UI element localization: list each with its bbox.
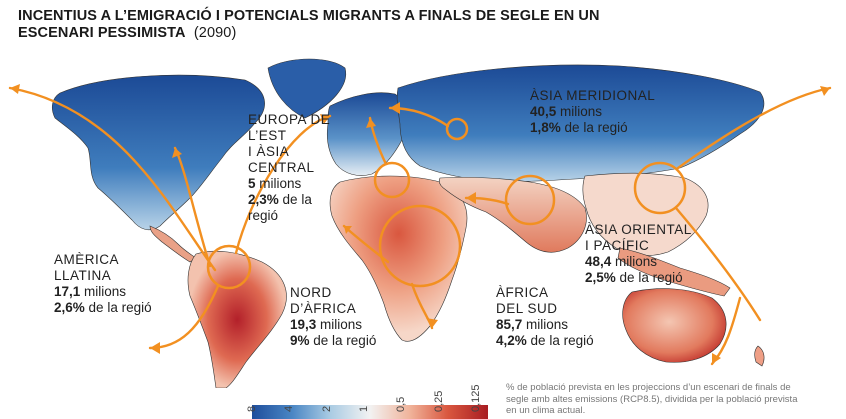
region-name: ÀSIA ORIENTAL — [585, 222, 692, 237]
region-pct: 4,2% — [496, 333, 527, 348]
region-migrants-unit: milions — [84, 284, 127, 299]
south-america — [187, 250, 287, 388]
scale-tick-label: 4 — [283, 405, 296, 412]
legend-note: % de població prevista en les projeccion… — [506, 382, 798, 416]
region-pct-suffix: de la regió — [313, 333, 377, 348]
region-name: CENTRAL — [248, 160, 315, 175]
region-migrants: 19,3 — [290, 317, 317, 332]
region-pct: 9% — [290, 333, 310, 348]
region-migrants: 40,5 — [530, 104, 557, 119]
label-asia-oriental: ÀSIA ORIENTAL I PACÍFIC 48,4 milions 2,5… — [585, 222, 692, 286]
region-name: I ÀSIA — [248, 144, 290, 159]
region-pct: 1,8% — [530, 120, 561, 135]
circle-asia-meridional — [504, 174, 556, 226]
region-pct-suffix: de la regió — [88, 300, 152, 315]
arrowhead-1 — [10, 84, 20, 94]
label-nord-africa: NORD D’ÀFRICA 19,3 milions 9% de la regi… — [290, 285, 376, 349]
scale-tick-label: 0,125 — [470, 384, 482, 412]
label-asia-meridional: ÀSIA MERIDIONAL 40,5 milions 1,8% de la … — [530, 88, 655, 136]
region-name: AMÈRICA — [54, 252, 120, 267]
arrowhead-8 — [390, 102, 400, 114]
arrowhead-10 — [820, 86, 830, 96]
region-migrants-unit: milions — [560, 104, 603, 119]
label-europa: EUROPA DE L’EST I ÀSIA CENTRAL 5 milions… — [248, 112, 330, 224]
arrowhead-7 — [366, 118, 376, 128]
scale-tick-label: 8 — [246, 405, 258, 412]
arrow-america-north-2 — [173, 146, 212, 268]
circle-america — [206, 244, 252, 290]
arrow-america-north-1 — [8, 86, 217, 272]
world-map — [8, 58, 832, 388]
region-pct-suffix: de la regió — [564, 120, 628, 135]
europe — [326, 92, 409, 176]
region-name: I PACÍFIC — [585, 238, 650, 253]
north-america — [51, 74, 265, 231]
arrow-asia-oriental-south — [674, 206, 762, 322]
circle-europa — [445, 117, 469, 141]
region-pct: 2,3% — [248, 192, 279, 207]
circle-africa-sud — [378, 204, 462, 288]
arrowhead-9 — [466, 192, 476, 204]
region-migrants: 17,1 — [54, 284, 81, 299]
greenland — [267, 58, 347, 119]
region-migrants: 48,4 — [585, 254, 612, 269]
title-line-2: ESCENARI PESSIMISTA — [18, 25, 186, 41]
region-name: ÀFRICA — [496, 285, 549, 300]
region-pct: 2,5% — [585, 270, 616, 285]
region-migrants-unit: milions — [259, 176, 302, 191]
region-name: ÀSIA MERIDIONAL — [530, 88, 656, 103]
region-name: DEL SUD — [496, 301, 558, 316]
region-pct-suffix-2: regió — [248, 208, 279, 223]
region-pct-suffix: de la regió — [619, 270, 683, 285]
color-scale — [252, 405, 488, 419]
arrow-asia-oriental-ne — [676, 86, 832, 170]
region-name: D’ÀFRICA — [290, 301, 357, 316]
region-migrants: 85,7 — [496, 317, 523, 332]
arrowhead-2 — [172, 148, 182, 158]
scale-tick-label: 2 — [320, 405, 333, 412]
region-migrants-unit: milions — [615, 254, 658, 269]
arrowhead-6 — [344, 226, 352, 234]
southeast-asia — [617, 247, 731, 297]
arrowhead-3 — [320, 114, 330, 124]
region-pct-suffix: de la — [282, 192, 312, 207]
australia — [622, 288, 727, 363]
circle-asia-oriental — [633, 161, 687, 215]
new-zealand — [754, 345, 765, 367]
region-name: NORD — [290, 285, 332, 300]
circle-nord-africa — [373, 161, 411, 199]
region-name: L’EST — [248, 128, 287, 143]
scale-tick-label: 0,25 — [432, 390, 445, 412]
region-migrants: 5 — [248, 176, 256, 191]
chart-title: INCENTIUS A L’EMIGRACIÓ I POTENCIALS MIG… — [18, 8, 658, 42]
region-pct: 2,6% — [54, 300, 85, 315]
region-migrants-unit: milions — [526, 317, 569, 332]
arrowhead-4 — [150, 342, 160, 354]
scale-tick-label: 1 — [358, 405, 370, 412]
arrowhead-11 — [712, 353, 721, 364]
middle-east-south-asia — [438, 176, 587, 253]
title-line-1: INCENTIUS A L’EMIGRACIÓ I POTENCIALS MIG… — [18, 8, 600, 24]
label-america: AMÈRICA LLATINA 17,1 milions 2,6% de la … — [54, 252, 152, 316]
arrowhead-5 — [426, 318, 438, 328]
region-name: LLATINA — [54, 268, 112, 283]
east-asia — [582, 172, 709, 256]
arrow-america-europe — [234, 114, 332, 255]
region-pct-suffix: de la regió — [530, 333, 594, 348]
region-name: EUROPA DE — [248, 112, 331, 127]
region-migrants-unit: milions — [320, 317, 363, 332]
scale-tick-label: 0,5 — [395, 396, 408, 412]
label-africa-sud: ÀFRICA DEL SUD 85,7 milions 4,2% de la r… — [496, 285, 594, 349]
title-year: (2090) — [193, 25, 237, 41]
